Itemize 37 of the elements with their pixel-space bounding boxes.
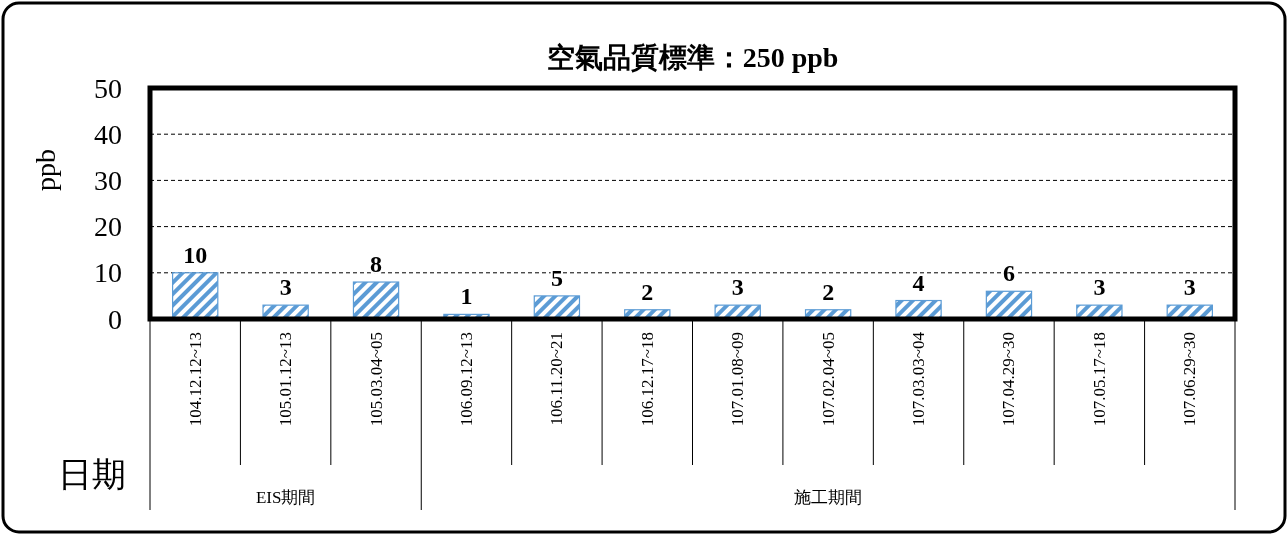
- data-label: 3: [279, 274, 292, 301]
- data-label: 2: [822, 278, 835, 305]
- data-label: 3: [731, 274, 744, 301]
- text: EIS期間: [255, 487, 316, 507]
- data-label: 5: [550, 264, 563, 291]
- data-label: 2: [641, 278, 654, 305]
- data-label: 4: [912, 269, 925, 296]
- x-tick-label: 107.06.29~30: [1180, 332, 1200, 427]
- bar: [172, 272, 219, 320]
- y-tick-label: 40: [94, 118, 122, 150]
- x-tick-label: 105.03.04~05: [366, 332, 386, 427]
- y-axis-title: ppb: [29, 149, 61, 191]
- x-tick-label: 107.02.04~05: [818, 332, 838, 427]
- x-axis-title: 日期: [58, 455, 126, 493]
- y-tick-label: 0: [108, 303, 122, 335]
- bar: [533, 295, 581, 320]
- y-tick-label: 30: [94, 164, 122, 196]
- x-tick-label: 107.01.08~09: [728, 332, 748, 427]
- x-tick-label: 106.12.17~18: [637, 332, 657, 427]
- x-tick-label: 107.04.29~30: [999, 332, 1019, 427]
- x-tick-label: 107.03.03~04: [909, 331, 929, 427]
- x-tick-label: 107.05.17~18: [1089, 332, 1109, 427]
- data-label: 1: [460, 283, 473, 310]
- y-tick-label: 20: [94, 211, 122, 243]
- x-tick-label: 106.09.12~13: [456, 332, 476, 427]
- data-label: 3: [1183, 274, 1196, 301]
- bar: [352, 281, 400, 320]
- chart-title: 空氣品質標準：250 ppb: [546, 41, 839, 73]
- x-tick-label: 104.12.12~13: [185, 332, 205, 427]
- x-tick-label: 106.11.20~21: [547, 332, 567, 426]
- y-tick-label: 50: [94, 72, 122, 104]
- data-label: 3: [1093, 274, 1106, 301]
- x-tick-label: 105.01.12~13: [276, 332, 296, 427]
- y-tick-label: 10: [94, 257, 122, 289]
- data-label: 8: [370, 251, 383, 278]
- data-label: 10: [183, 241, 208, 268]
- text: 施工期間: [794, 487, 863, 507]
